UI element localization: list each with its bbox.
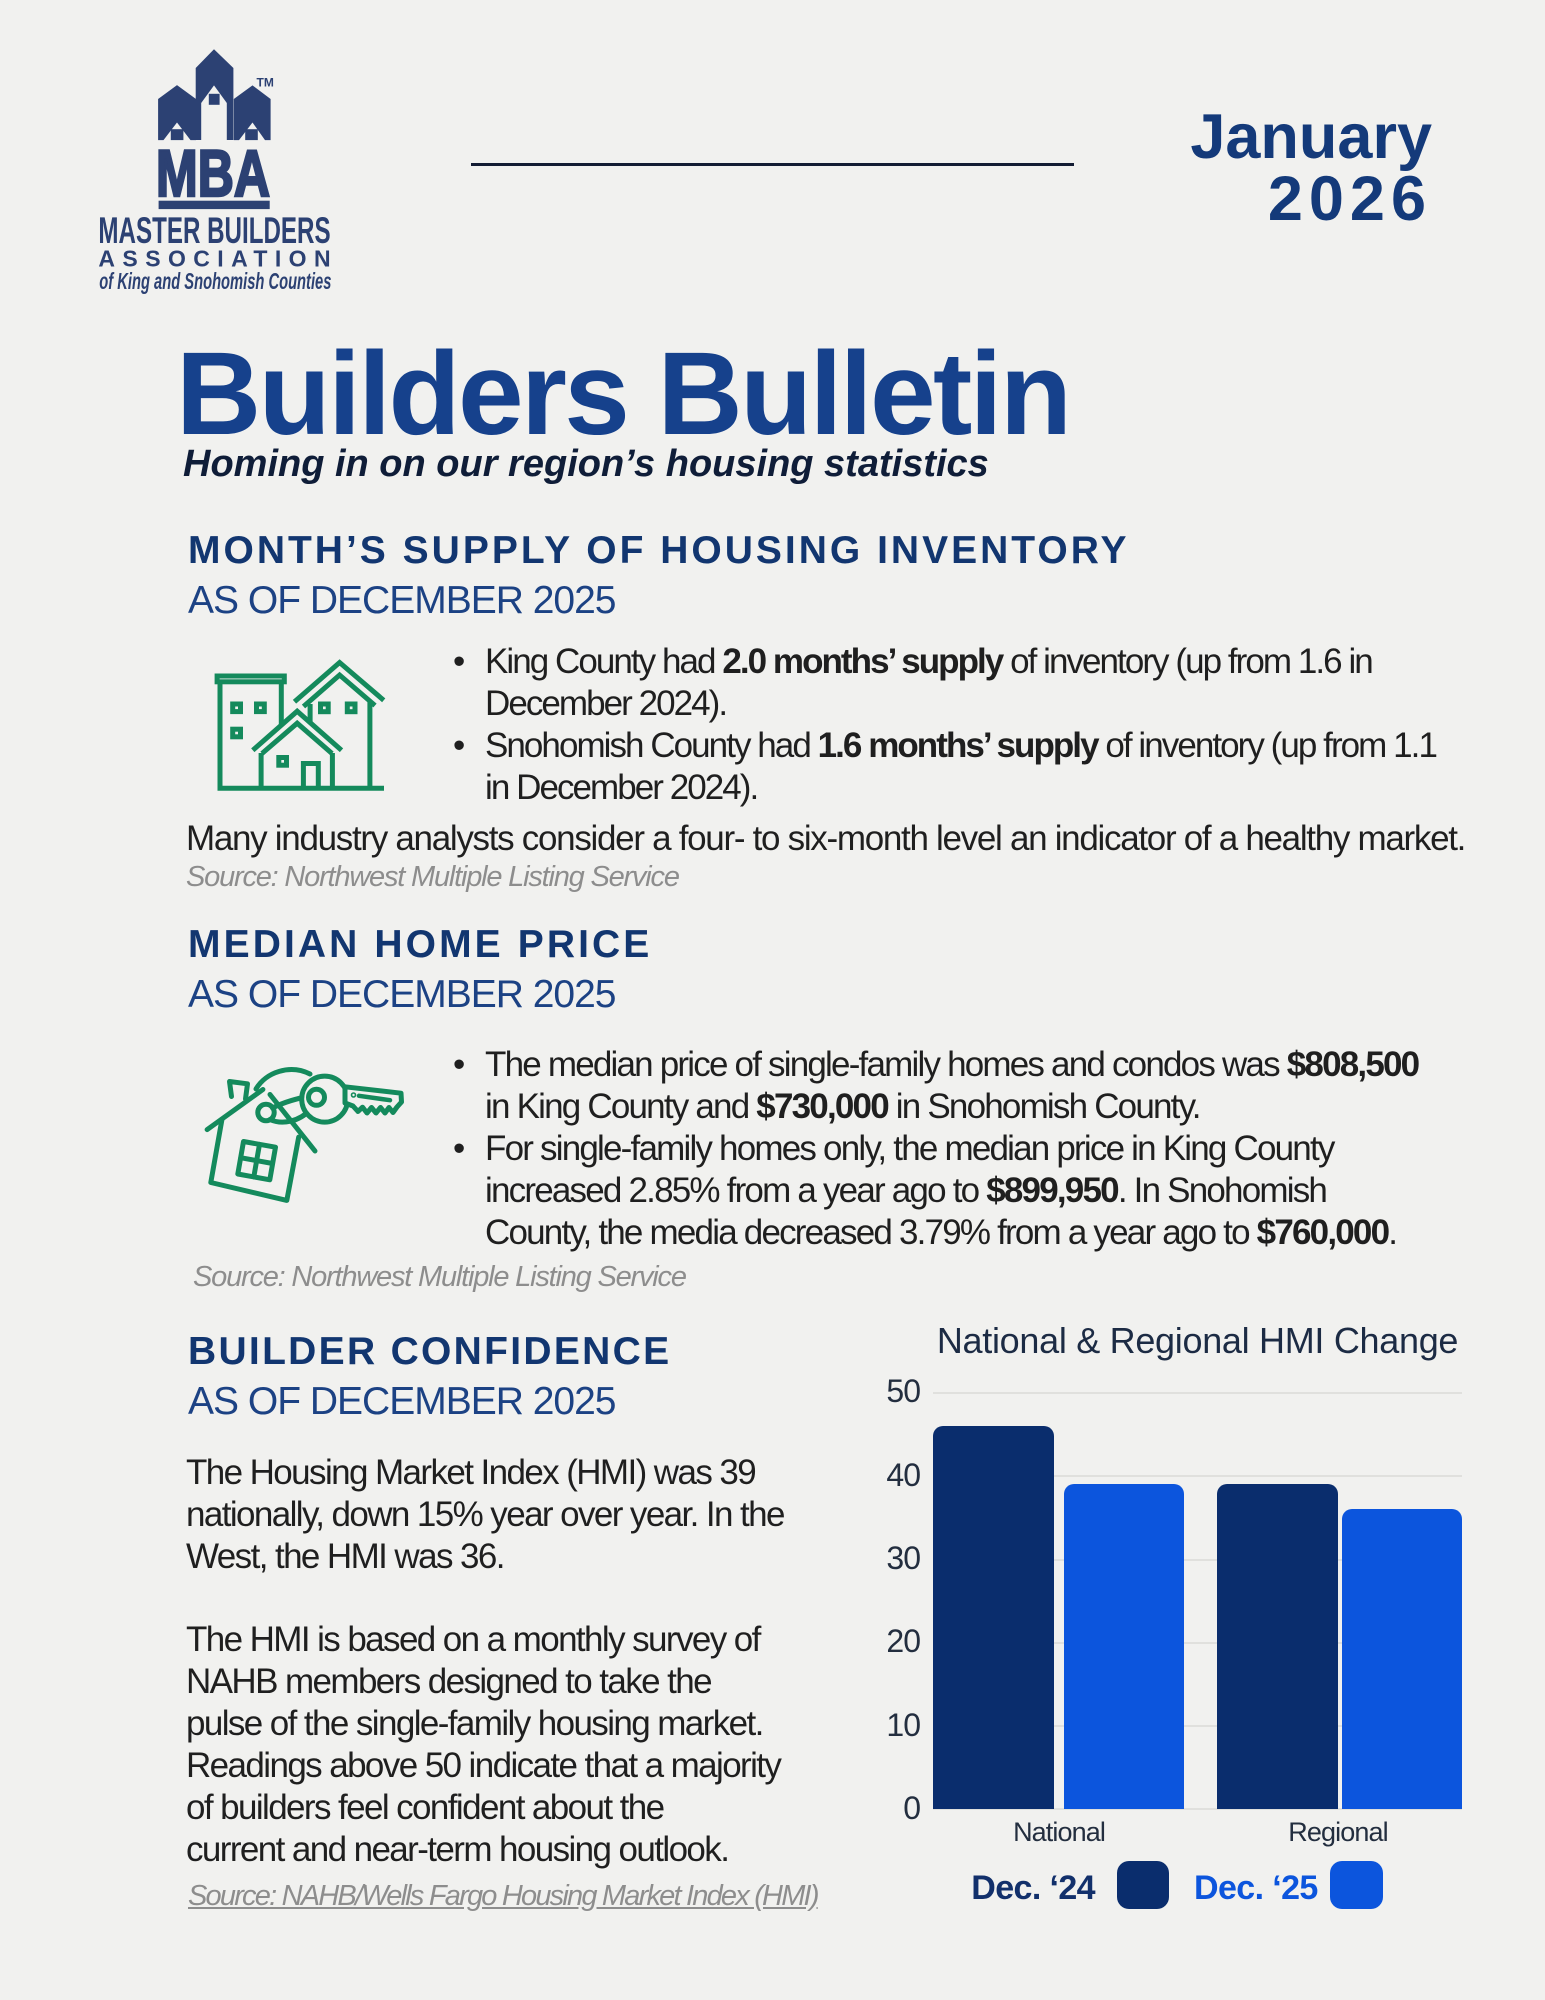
svg-text:MASTER BUILDERS: MASTER BUILDERS [98, 210, 330, 251]
svg-text:MBA: MBA [156, 136, 270, 210]
svg-text:of King and Snohomish Counties: of King and Snohomish Counties [99, 268, 331, 294]
svg-text:TM: TM [257, 75, 274, 89]
